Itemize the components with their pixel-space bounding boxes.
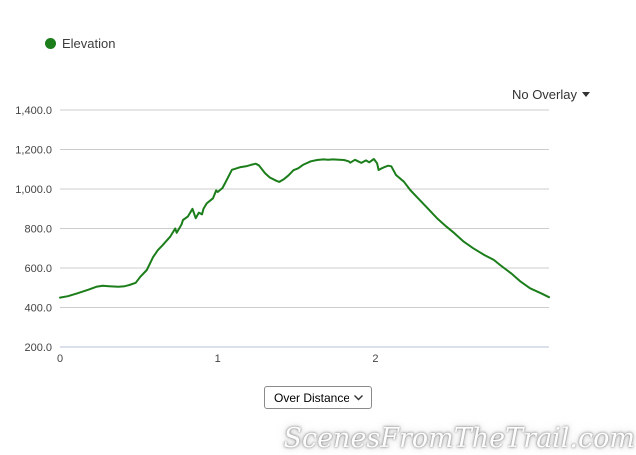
chart-legend: Elevation: [45, 36, 115, 51]
axis-mode-select[interactable]: Over Distance: [264, 386, 372, 409]
y-tick-label: 1,400.0: [15, 105, 52, 117]
elevation-line: [59, 158, 550, 299]
y-tick-label: 200.0: [24, 342, 52, 354]
watermark: ScenesFromTheTrail.com: [283, 423, 635, 454]
axis-mode-select-wrap: Over Distance: [264, 386, 372, 409]
caret-down-icon: [582, 92, 590, 97]
y-tick-label: 400.0: [24, 303, 52, 315]
y-tick-label: 600.0: [24, 263, 52, 275]
overlay-dropdown-label: No Overlay: [511, 87, 577, 102]
x-tick-label: 1: [215, 353, 221, 365]
overlay-dropdown[interactable]: No Overlay: [512, 87, 590, 102]
x-tick-label: 0: [57, 353, 63, 365]
legend-marker-icon: [45, 38, 56, 49]
legend-label: Elevation: [62, 36, 116, 51]
y-tick-label: 800.0: [24, 224, 52, 236]
y-tick-label: 1,200.0: [15, 145, 52, 157]
x-tick-label: 2: [372, 353, 378, 365]
y-tick-label: 1,000.0: [15, 184, 52, 196]
